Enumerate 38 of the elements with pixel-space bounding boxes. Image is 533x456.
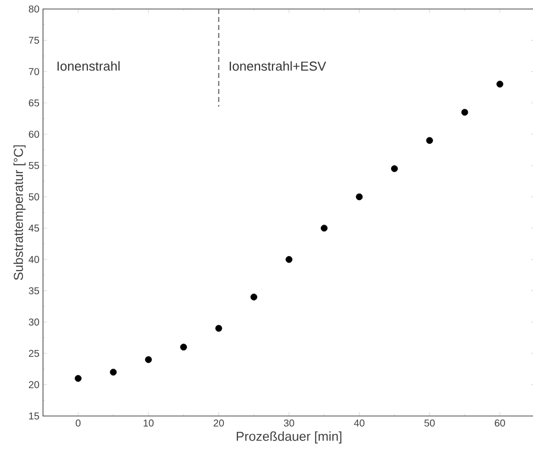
y-tick-label: 75 xyxy=(28,36,40,44)
point xyxy=(286,256,292,263)
y-tick-label: 40 xyxy=(28,256,40,263)
y-tick-label: 20 xyxy=(28,381,40,388)
point xyxy=(391,165,398,172)
point xyxy=(145,356,152,364)
y-tick-label: 55 xyxy=(28,162,40,169)
x-tick-label: 50 xyxy=(424,420,435,427)
point xyxy=(180,344,187,351)
y-tick-label: 60 xyxy=(28,130,40,138)
x-tick-label: 10 xyxy=(144,420,154,427)
y-tick-label: 50 xyxy=(28,193,40,200)
point xyxy=(215,324,222,332)
point xyxy=(74,375,82,382)
x-tick-label: 20 xyxy=(214,420,224,427)
y-tick-label: 80 xyxy=(28,5,40,13)
x-axis-title: Prozeßdauer [min] xyxy=(236,431,342,444)
point xyxy=(110,368,117,376)
point xyxy=(461,108,468,116)
point xyxy=(320,224,328,232)
x-tick-label: 30 xyxy=(284,420,294,427)
point xyxy=(496,80,504,88)
y-tick-label: 25 xyxy=(28,350,40,357)
y-tick-label: 65 xyxy=(28,99,40,106)
y-tick-label: 15 xyxy=(29,412,40,420)
point xyxy=(426,137,433,144)
annotation: Ionenstrahl xyxy=(58,61,120,71)
x-tick-label: 0 xyxy=(76,420,81,427)
y-tick-label: 45 xyxy=(28,224,40,232)
y-axis-title: Substrattemperatur [°C] xyxy=(13,145,26,280)
x-tick-label: 60 xyxy=(494,420,506,427)
point xyxy=(356,193,363,200)
y-tick-label: 30 xyxy=(28,318,40,326)
y-tick-label: 35 xyxy=(28,287,40,294)
y-tick-label: 70 xyxy=(28,68,40,76)
annotation: Ionenstrahl+ESV xyxy=(230,61,326,71)
point xyxy=(250,294,258,300)
x-tick-label: 40 xyxy=(354,420,364,427)
